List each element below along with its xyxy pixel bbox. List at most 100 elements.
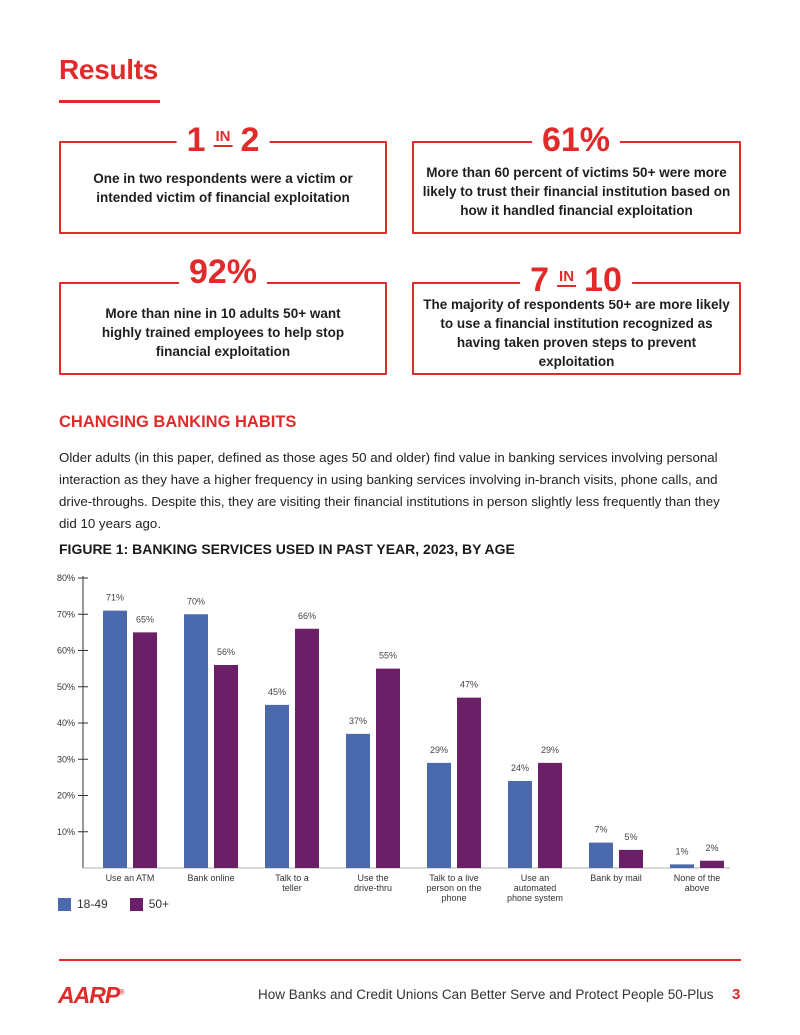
results-underline [59, 100, 160, 103]
category-label: Use the drive-thru [354, 873, 392, 893]
category-label: Bank online [187, 873, 234, 883]
bar [427, 762, 451, 868]
category-label-line: Bank online [187, 873, 234, 883]
y-tick-label: 20% [57, 791, 75, 801]
stat-text-4: The majority of respondents 50+ are more… [423, 296, 730, 369]
bar [538, 762, 562, 868]
bar-data-label: 70% [187, 596, 205, 606]
bar-data-label: 65% [136, 614, 154, 624]
bar-data-label: 37% [349, 716, 367, 726]
bar [589, 842, 613, 868]
body-paragraph: Older adults (in this paper, defined as … [59, 450, 720, 531]
category-label-line: teller [282, 883, 302, 893]
stat-headline-3: 92% [178, 252, 268, 292]
chart-legend: 18-49 50+ [58, 897, 191, 911]
legend-item-18-49: 18-49 [58, 897, 108, 911]
y-tick-label: 70% [57, 609, 75, 619]
y-tick-label: 10% [57, 827, 75, 837]
category-label-line: automated [514, 883, 557, 893]
bar-data-label: 66% [298, 611, 316, 621]
category-label-line: Use an [521, 873, 550, 883]
stat-text-1: One in two respondents were a victim or … [93, 170, 353, 205]
stat-text-2: More than 60 percent of victims 50+ were… [422, 165, 731, 218]
category-label-line: phone [441, 893, 466, 903]
bar-data-label: 56% [217, 647, 235, 657]
bar [346, 733, 370, 868]
category-label-line: Bank by mail [590, 873, 642, 883]
category-label: Bank by mail [590, 873, 642, 883]
bar [670, 864, 694, 868]
bar-data-label: 29% [430, 745, 448, 755]
category-label-line: Use an ATM [106, 873, 155, 883]
stat-headline-1-num: 1 [186, 121, 206, 159]
bar-data-label: 1% [675, 846, 688, 856]
y-tick-label: 40% [57, 718, 75, 728]
bar-data-label: 5% [624, 832, 637, 842]
bar [295, 628, 319, 868]
stat-headline-4-num: 7 [530, 261, 550, 299]
bar-data-label: 55% [379, 651, 397, 661]
bar [457, 697, 481, 868]
bar-data-label: 7% [594, 825, 607, 835]
stat-headline-3-num: 92% [188, 253, 258, 291]
legend-label-18-49: 18-49 [77, 897, 108, 911]
category-label-line: Talk to a live [429, 873, 479, 883]
bar [214, 665, 238, 868]
footer-title: How Banks and Credit Unions Can Better S… [258, 987, 714, 1002]
bar-data-label: 24% [511, 763, 529, 773]
category-label-line: Talk to a [275, 873, 309, 883]
category-label: Use an automated phone system [507, 873, 563, 903]
stat-box-1: One in two respondents were a victim or … [59, 141, 387, 234]
category-label: None of the above [674, 873, 721, 893]
category-label-line: drive-thru [354, 883, 392, 893]
bar-data-label: 2% [705, 843, 718, 853]
aarp-logo: AARP® [58, 982, 124, 1009]
aarp-logo-text: AARP [58, 982, 120, 1008]
stat-headline-2: 61% [531, 120, 621, 160]
stat-headline-1-in: IN [213, 128, 233, 147]
bar [103, 610, 127, 868]
legend-swatch-50-plus [129, 897, 143, 911]
category-label-line: above [685, 883, 710, 893]
stat-box-3: More than nine in 10 adults 50+ want hig… [59, 282, 387, 375]
bar [133, 632, 157, 868]
bar [265, 704, 289, 868]
y-tick-label: 50% [57, 682, 75, 692]
figure-title: FIGURE 1: BANKING SERVICES USED IN PAST … [59, 541, 515, 557]
stat-headline-2-num: 61% [541, 121, 611, 159]
bar [508, 781, 532, 868]
results-title: Results [59, 54, 159, 85]
stat-text-3: More than nine in 10 adults 50+ want hig… [101, 306, 345, 359]
category-label: Talk to a teller [275, 873, 309, 893]
legend-item-50-plus: 50+ [129, 897, 170, 911]
bar-chart: 10% 20% 30% 40% 50% 60% 70% 80% 71% 65% Use an ATM… [57, 573, 730, 903]
y-tick-label: 30% [57, 754, 75, 764]
bar [700, 860, 724, 868]
category-label: Talk to a live person on the phone [426, 873, 481, 903]
stat-headline-1-den: 2 [240, 121, 260, 159]
bar-data-label: 29% [541, 745, 559, 755]
legend-swatch-18-49 [58, 897, 71, 911]
stat-headline-1: 1 IN 2 [176, 120, 270, 160]
category-label-line: Use the [357, 873, 388, 883]
section-heading: CHANGING BANKING HABITS [59, 413, 297, 431]
y-tick-label: 80% [57, 573, 75, 583]
category-label-line: None of the [674, 873, 721, 883]
page-number: 3 [732, 986, 741, 1003]
bar [184, 614, 208, 868]
category-label: Use an ATM [106, 873, 155, 883]
aarp-logo-mark: ® [119, 989, 124, 997]
stat-headline-4: 7 IN 10 [520, 260, 632, 300]
category-label-line: phone system [507, 893, 563, 903]
bar-data-label: 71% [106, 593, 124, 603]
stat-headline-4-in: IN [557, 268, 577, 287]
category-label-line: person on the [426, 883, 481, 893]
stat-headline-4-den: 10 [584, 261, 622, 299]
legend-label-50-plus: 50+ [148, 897, 170, 911]
bar [619, 849, 643, 868]
bar-data-label: 47% [460, 680, 478, 690]
y-tick-label: 60% [57, 646, 75, 656]
bar-data-label: 45% [268, 687, 286, 697]
footer-rule [59, 959, 741, 961]
stat-box-2: More than 60 percent of victims 50+ were… [412, 141, 741, 234]
